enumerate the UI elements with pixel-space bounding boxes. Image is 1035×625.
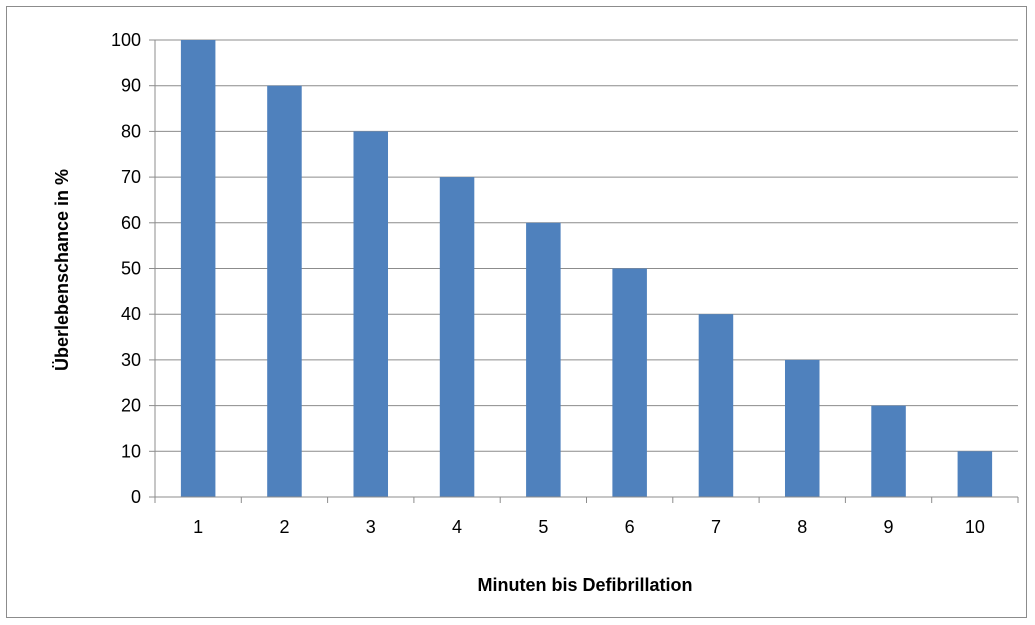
y-tick-label: 50	[121, 259, 141, 279]
bars	[180, 40, 993, 498]
x-tick-label: 5	[538, 517, 548, 537]
bar-7	[698, 314, 734, 497]
bar-4	[439, 177, 475, 497]
bar-2	[267, 85, 302, 497]
x-tick-label: 3	[366, 517, 376, 537]
x-tick-label: 9	[884, 517, 894, 537]
y-tick-label: 30	[121, 350, 141, 370]
y-tick-label: 60	[121, 213, 141, 233]
y-tick-label: 40	[121, 304, 141, 324]
bar-5	[526, 222, 561, 498]
x-tick-label: 10	[965, 517, 985, 537]
x-tick-label: 2	[279, 517, 289, 537]
y-tick-label: 20	[121, 396, 141, 416]
y-tick-label: 70	[121, 167, 141, 187]
x-tick-label: 7	[711, 517, 721, 537]
bar-8	[784, 359, 820, 497]
bar-3	[353, 131, 389, 497]
y-axis-title: Überlebenschance in %	[52, 169, 72, 371]
bar-10	[957, 451, 993, 497]
y-tick-label: 10	[121, 441, 141, 461]
y-tick-label: 90	[121, 76, 141, 96]
axes	[149, 39, 1019, 503]
x-tick-label: 1	[193, 517, 203, 537]
chart-frame	[6, 6, 1027, 618]
x-tick-label: 4	[452, 517, 462, 537]
x-tick-labels: 1 2 3 4 5 6 7 8 9 10	[193, 517, 985, 537]
x-axis-title: Minuten bis Defibrillation	[478, 575, 693, 595]
y-tick-label: 0	[131, 487, 141, 507]
y-tick-label: 80	[121, 121, 141, 141]
bar-9	[871, 405, 906, 497]
y-tick-label: 100	[111, 30, 141, 50]
y-tick-labels: 0 10 20 30 40 50 60 70 80 90 100	[111, 30, 141, 507]
x-tick-label: 6	[625, 517, 635, 537]
bar-1	[180, 40, 216, 497]
bar-6	[612, 268, 647, 497]
x-tick-label: 8	[797, 517, 807, 537]
